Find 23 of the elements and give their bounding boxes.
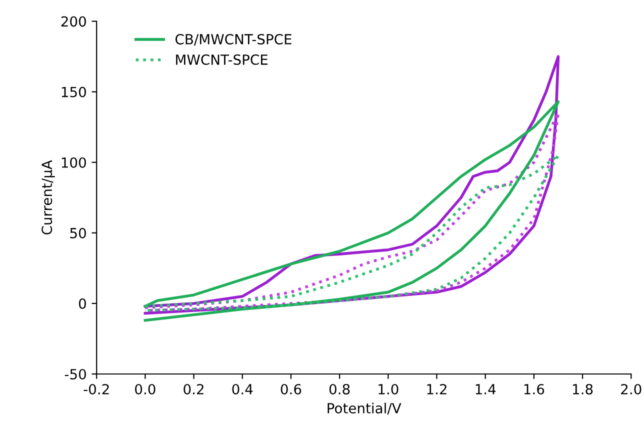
y-tick-label: 200 (61, 16, 86, 27)
x-tick-label: 2.0 (621, 384, 642, 394)
y-tick-label: 100 (62, 157, 86, 168)
x-tick-label: 1.8 (573, 384, 593, 394)
x-tick-label: 1.0 (378, 384, 398, 394)
y-tick-label: 50 (70, 228, 86, 238)
x-tick-label: 1.4 (476, 384, 496, 394)
x-axis-title: Potential/V (328, 402, 402, 415)
line-series (144, 154, 560, 312)
y-axis-title: Current/μA (42, 160, 55, 234)
x-tick-label: -0.2 (84, 384, 109, 394)
x-tick-label: 0.0 (135, 384, 156, 394)
y-tick-label: 0 (78, 298, 86, 309)
y-tick-label: -50 (64, 368, 86, 380)
x-tick-label: 0.8 (329, 384, 350, 394)
legend-label: MWCNT-SPCE (176, 54, 268, 65)
x-tick-label: 1.6 (524, 384, 544, 394)
y-tick-label: 150 (62, 86, 86, 98)
x-tick-label: 0.6 (280, 384, 302, 394)
x-tick-label: 0.4 (232, 384, 253, 394)
legend-label: CB/MWCNT-SPCE (175, 34, 292, 46)
x-tick-label: 1.2 (427, 384, 446, 394)
x-tick-label: 0.2 (184, 384, 204, 394)
